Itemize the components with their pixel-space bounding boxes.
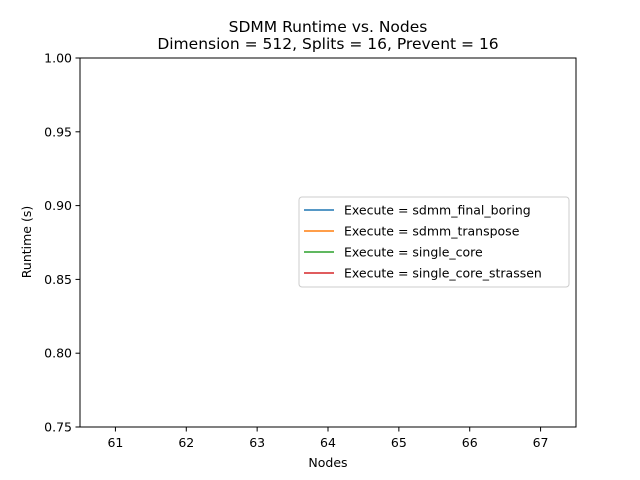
y-tick-label: 1.00: [44, 51, 72, 66]
legend-box: [298, 196, 570, 288]
y-tick-label: 0.80: [44, 346, 72, 361]
y-tick-label: 0.90: [44, 198, 72, 213]
x-tick-label: 67: [533, 435, 549, 450]
x-tick-label: 64: [320, 435, 336, 450]
x-axis: 61 62 63 64 65 66 67: [107, 427, 549, 450]
y-axis-label: Runtime (s): [19, 206, 34, 278]
legend-label: Execute = single_core_strassen: [344, 266, 542, 281]
y-axis: 0.75 0.80 0.85 0.90 0.95 1.00: [44, 51, 80, 435]
x-tick-label: 66: [462, 435, 478, 450]
legend: Execute = sdmm_final_boring Execute = sdm…: [298, 196, 570, 288]
legend-label: Execute = single_core: [344, 245, 483, 260]
x-tick-label: 65: [391, 435, 407, 450]
legend-label: Execute = sdmm_transpose: [344, 224, 520, 239]
legend-label: Execute = sdmm_final_boring: [344, 203, 531, 218]
y-tick-label: 0.75: [44, 420, 72, 435]
x-axis-label: Nodes: [308, 455, 347, 470]
y-tick-label: 0.95: [44, 124, 72, 139]
chart-subtitle: Dimension = 512, Splits = 16, Prevent = …: [157, 35, 498, 53]
x-tick-label: 63: [249, 435, 265, 450]
x-tick-label: 62: [178, 435, 194, 450]
y-tick-label: 0.85: [44, 272, 72, 287]
x-tick-label: 61: [107, 435, 123, 450]
chart-title: SDMM Runtime vs. Nodes: [229, 18, 428, 36]
